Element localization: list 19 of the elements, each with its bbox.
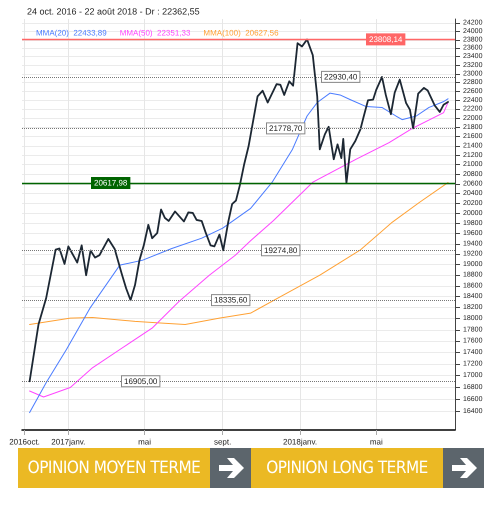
- ref-line-label: 18335,60: [214, 296, 248, 305]
- text: MMA(20) 22433,89: [36, 28, 108, 38]
- ref-line-label: 22930,40: [324, 72, 358, 82]
- ref-line-label: 21778,70: [269, 124, 303, 133]
- x-tick-label: mai: [370, 438, 383, 446]
- x-tick-label: sept.: [214, 438, 232, 446]
- ref-line-label: 19274,80: [264, 246, 298, 255]
- text: OPINION LONG TERME: [265, 457, 429, 480]
- text: OPINION MOYEN TERME: [26, 457, 202, 480]
- text: MMA(100) 20627,56: [203, 28, 280, 38]
- x-tick-label: 2016oct.: [9, 438, 40, 446]
- x-tick-label: 2018janv.: [283, 438, 318, 446]
- ref-line-label: 23808,14: [369, 34, 403, 44]
- text: MMA(50) 22351,33: [120, 28, 191, 38]
- x-tick-label: 2017janv.: [51, 438, 86, 446]
- ref-line-label: 20617,98: [94, 178, 128, 188]
- ref-line-label: 16905,00: [124, 376, 158, 386]
- chart-title: 24 oct. 2016 - 22 août 2018 - Dr : 22362,55: [27, 6, 200, 16]
- x-tick-label: mai: [138, 438, 152, 446]
